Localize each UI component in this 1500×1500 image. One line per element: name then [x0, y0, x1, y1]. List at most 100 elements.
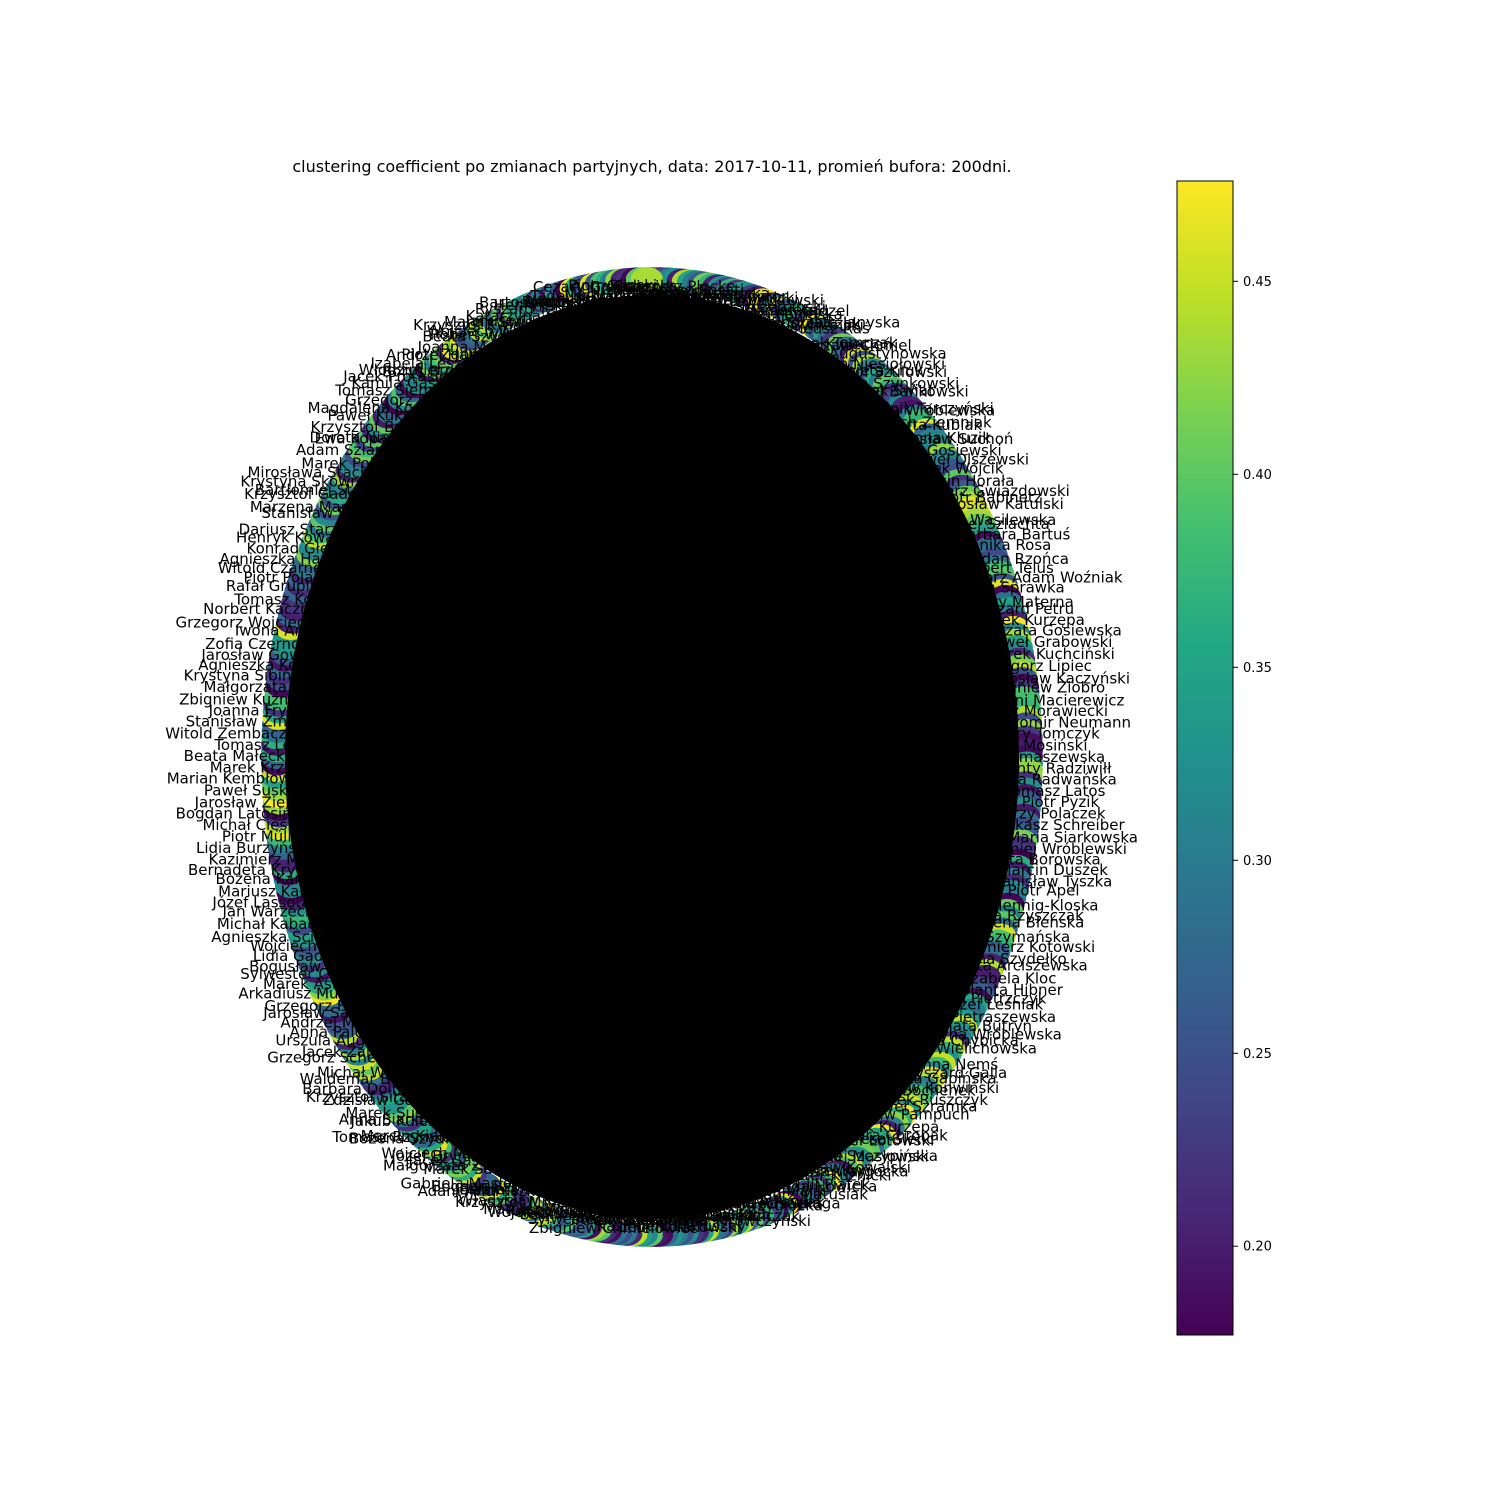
node-label: Marzena Machałek [250, 498, 390, 516]
node-label: Ewa Kopacz [315, 430, 404, 448]
node-label: Witold Zembaczyński [165, 724, 325, 742]
node-label: Maciej Masłowski [800, 1148, 929, 1166]
node-label: Anna Maria Siarkowska [964, 829, 1138, 847]
node-label: Marek Kuchciński [985, 645, 1115, 663]
node-label: Jacek Tomczak [788, 334, 898, 352]
node-label: Ewa Szymańska [949, 928, 1070, 946]
node-label: Joanna Mucha [417, 338, 523, 356]
node-label: Mirosława Stachowiak [247, 464, 413, 482]
node-label: Izabela Mrzygłocka [680, 1196, 823, 1214]
node-label: Sylwester Chruszcz [240, 965, 386, 983]
node-label: Władysław Kosiniak [459, 1192, 606, 1210]
node-label: Jarosław Kaczyński [988, 669, 1130, 687]
node-label: Piotr Glinski [568, 277, 657, 295]
node-label: Tomasz Kostuś [233, 591, 344, 609]
node-label: Piotr Pyzik [1022, 793, 1100, 811]
node-label: Adam Andruszkiewicz [418, 1182, 582, 1200]
node-label: Lucjan Pietrzczyk [917, 990, 1047, 1008]
node-label: Barbara Dolniak [302, 1080, 423, 1098]
node-label: Paweł Suski [204, 782, 292, 800]
node-label: Danuta Pietraszewska [891, 1008, 1057, 1026]
node-label: Marek Biernacki [525, 292, 645, 310]
node-label: Lech Kołakowski [619, 1218, 741, 1236]
node-label: Stanisław Pięta [261, 504, 375, 522]
node-label: Bartłomiej Wróblewski [960, 840, 1127, 858]
node-label: Mirosław Suchoń [888, 430, 1014, 448]
node-label: Monika Wielichowska [878, 1040, 1037, 1058]
node-label: Jarosław Zieliński [194, 793, 324, 811]
node-label: Beata Małecka [184, 747, 294, 765]
node-label: Piotr Müller [222, 827, 308, 845]
node-label: Jerzy Materna [970, 593, 1074, 611]
node-label: Maria Małgorzata Janyska [708, 313, 900, 331]
node-label: Józef Brynkus [390, 1147, 492, 1165]
node-label: Bożena Kamińska [216, 870, 349, 888]
node-label: Konstanty Radziwiłł [966, 759, 1112, 777]
node-label: Rafał Bochenek [859, 1081, 976, 1099]
node-label: Leszek Ruszczyk [864, 1091, 989, 1109]
node-label: Anna Wasilewska [927, 511, 1056, 529]
node-label: Krzysztof Sitarski [306, 1088, 435, 1106]
node-label: Janusz Cichoń [464, 312, 569, 330]
node-label: Jerzy Polaczek [998, 805, 1106, 823]
node-label: Kazimierz Gwiazdowski [895, 482, 1069, 500]
node-label: Szymon Szynkowski [809, 375, 959, 393]
node-label: Robert Telus [962, 559, 1054, 577]
node-label: Elżbieta Witek [459, 1181, 566, 1199]
node-label: Joanna Kluzik [890, 429, 991, 447]
node-label: Bogdan Rzońca [431, 1178, 547, 1196]
node-label: Antoni Macierewicz [980, 692, 1125, 710]
node-label: Tadeusz Woźniak [529, 287, 657, 305]
node-label: Jan Mosiński [994, 736, 1087, 754]
node-label: Tomasz Siemoniak [334, 382, 474, 400]
node-label: Paweł Pudłowski [629, 1205, 751, 1223]
node-label: Dariusz Starzycki [239, 521, 369, 539]
node-label: Stefan Niesiołowski [800, 355, 946, 373]
node-label: Bartosz Arłukowicz [479, 294, 620, 312]
node-label: Jan Grabiec [599, 288, 686, 306]
node-label: Kazimierz Moskal [209, 850, 338, 868]
colorbar-tick-label: 0.25 [1243, 1047, 1272, 1062]
node-label: Ryszard Wilczyński [534, 1204, 676, 1222]
node-label: Krzysztof Paszyk [590, 287, 715, 305]
node-label: Marek Polak [301, 455, 392, 473]
chart-title: clustering coefficient po zmianach party… [292, 157, 1011, 176]
node-label: Konrad Głębocki [247, 539, 369, 557]
node-label: Ryszard Terlecki [475, 300, 595, 318]
node-label: Tomasz Jaskóła [653, 1204, 766, 1222]
node-label: Tadeusz Cymański [725, 316, 864, 334]
colorbar-tick-label: 0.30 [1243, 854, 1272, 869]
node-label: Tomasz Rzymkowski [331, 1128, 484, 1146]
node-label: Renata Butryn [924, 1017, 1032, 1035]
node-label: Teresa Wargocka [781, 1163, 908, 1181]
node-label: Edward Siarka [648, 1207, 755, 1225]
node-label: Norbert Kaczmarczyk [203, 600, 364, 618]
node-label: Katarzyna Osos [466, 307, 583, 325]
node-label: Anna Siarkowska [339, 1110, 466, 1128]
node-label: Cezary Tomczyk [979, 725, 1100, 743]
node-label: Michał Cieślak [202, 816, 309, 834]
node-label: Ewa Tomaszewska [967, 748, 1105, 766]
node-label: Grzegorz Wojciechowski [175, 614, 356, 632]
node-label: Marcin Święcicki [444, 312, 567, 331]
node-label: Anna Paluch [290, 1023, 382, 1041]
node-label: Magdalena Błeńska [938, 913, 1084, 931]
node-label: Kazimierz Kotowski [951, 938, 1095, 956]
colorbar-gradient [1176, 180, 1234, 1336]
node-label: Sylwester Kuźnicki [752, 1167, 891, 1185]
node-label: Bernadeta Krynicka [188, 861, 335, 879]
node-label: Małgorzata Gosiewska [954, 622, 1122, 640]
node-label: Barbara Chrobak [821, 1126, 948, 1144]
node-label: Łukasz Schreiber [996, 816, 1125, 834]
node-label: Paweł Szramka [864, 1098, 977, 1116]
node-label: Ryszard Galla [905, 1064, 1007, 1082]
node-label: Bogdan Rzońca [952, 550, 1068, 568]
node-label: Magdalena Filiks [600, 1208, 724, 1226]
node-label: Dorota Niedziela [310, 428, 434, 446]
node-label: Anna Kwiecień [782, 336, 892, 354]
node-label: Kazimierz Matuszny [597, 1217, 746, 1235]
node-label: Krzysztof Gadowski [244, 485, 390, 503]
node-label: Iwona Arent [235, 621, 325, 639]
node-label: Paulina Hennig-Kloska [932, 896, 1098, 914]
node-label: Zbigniew Kuźmiuk [179, 691, 316, 709]
